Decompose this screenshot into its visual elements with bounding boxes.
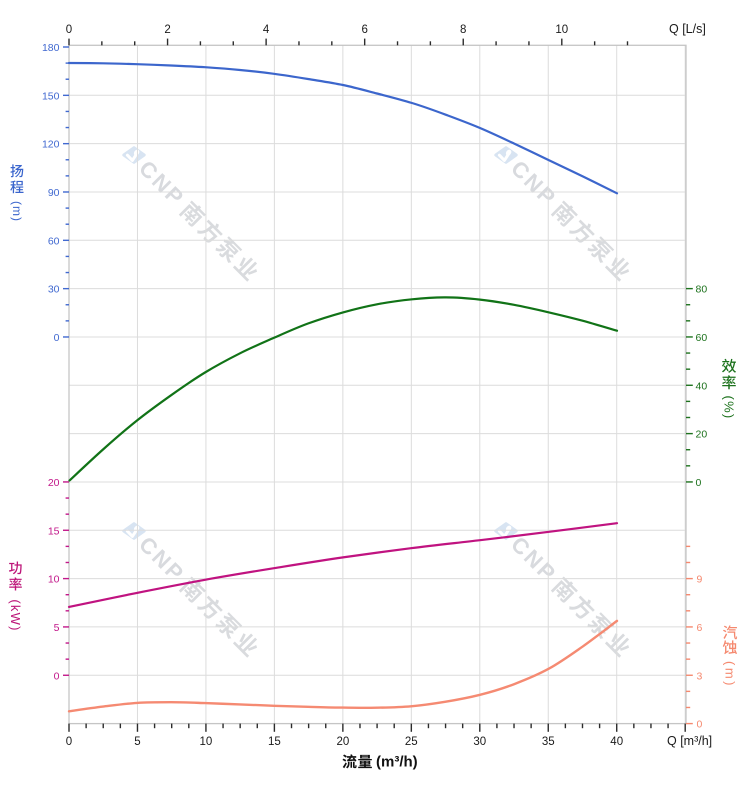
svg-text:0: 0 <box>696 477 702 489</box>
svg-text:10: 10 <box>555 24 568 36</box>
svg-text:3: 3 <box>697 670 703 682</box>
svg-text:Q [L/s]: Q [L/s] <box>669 22 706 36</box>
svg-text:25: 25 <box>405 736 418 748</box>
svg-text:30: 30 <box>48 284 60 296</box>
svg-text:10: 10 <box>48 574 60 586</box>
svg-text:10: 10 <box>200 736 213 748</box>
svg-text:60: 60 <box>696 332 708 344</box>
svg-text:80: 80 <box>696 284 708 296</box>
svg-text:6: 6 <box>361 24 367 36</box>
svg-text:90: 90 <box>48 187 60 199</box>
svg-text:4: 4 <box>263 24 270 36</box>
svg-text:5: 5 <box>54 622 60 634</box>
svg-text:Q [m³/h]: Q [m³/h] <box>667 734 712 748</box>
svg-text:0: 0 <box>697 719 703 731</box>
svg-text:9: 9 <box>697 574 703 586</box>
svg-text:15: 15 <box>268 736 281 748</box>
svg-text:(%): (%) <box>722 395 737 419</box>
svg-text:8: 8 <box>460 24 466 36</box>
svg-text:120: 120 <box>42 139 60 151</box>
svg-text:6: 6 <box>697 622 703 634</box>
svg-text:5: 5 <box>134 736 140 748</box>
svg-text:0: 0 <box>54 332 60 344</box>
svg-text:60: 60 <box>48 235 60 247</box>
svg-text:20: 20 <box>48 477 60 489</box>
svg-text:0: 0 <box>66 736 72 748</box>
svg-text:2: 2 <box>164 24 170 36</box>
svg-text:20: 20 <box>337 736 350 748</box>
svg-text:35: 35 <box>542 736 555 748</box>
svg-text:40: 40 <box>610 736 623 748</box>
svg-text:180: 180 <box>42 42 60 54</box>
svg-text:0: 0 <box>66 24 72 36</box>
svg-text:40: 40 <box>696 380 708 392</box>
svg-text:(kW): (kW) <box>8 599 23 631</box>
svg-text:(m): (m) <box>10 201 24 222</box>
svg-text:(m): (m) <box>723 661 738 688</box>
svg-text:30: 30 <box>473 736 486 748</box>
svg-text:0: 0 <box>54 670 60 682</box>
svg-text:150: 150 <box>42 90 60 102</box>
svg-text:(m³/h): (m³/h) <box>376 754 418 771</box>
svg-text:20: 20 <box>696 429 708 441</box>
svg-text:15: 15 <box>48 525 60 537</box>
